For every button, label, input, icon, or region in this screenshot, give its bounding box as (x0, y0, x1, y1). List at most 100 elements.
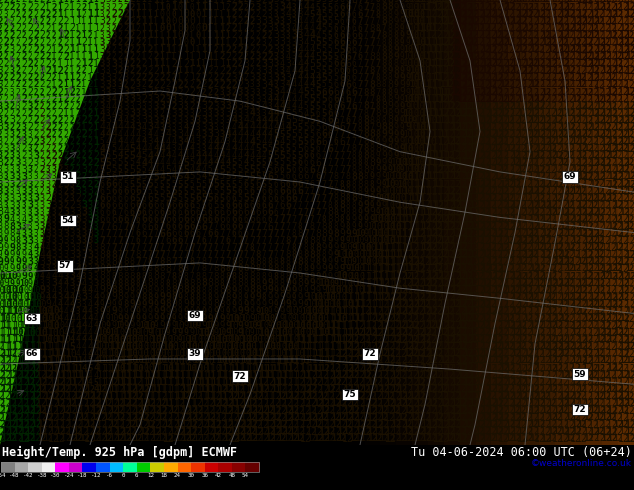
Text: 9: 9 (303, 279, 309, 288)
Text: 12: 12 (504, 384, 516, 394)
Text: 6: 6 (333, 66, 339, 75)
Text: 12: 12 (210, 420, 222, 430)
Text: 8: 8 (231, 257, 237, 267)
Text: 12: 12 (583, 434, 593, 443)
Text: 8: 8 (376, 74, 380, 82)
Text: 12: 12 (480, 293, 492, 302)
Text: 7: 7 (117, 236, 123, 245)
Text: 10: 10 (420, 108, 432, 118)
Text: 12: 12 (493, 151, 503, 160)
Text: 12: 12 (55, 399, 65, 408)
Text: 8: 8 (387, 2, 393, 12)
Text: 12: 12 (600, 264, 612, 274)
Text: 12: 12 (456, 16, 468, 26)
Text: 12: 12 (517, 321, 527, 330)
Text: 4: 4 (93, 356, 99, 366)
Text: 12: 12 (523, 172, 533, 181)
Text: 1: 1 (141, 0, 146, 4)
Text: 12: 12 (408, 370, 420, 380)
Text: 3: 3 (87, 228, 93, 239)
Text: 0: 0 (178, 2, 183, 12)
Text: 3: 3 (70, 222, 74, 231)
Text: 11: 11 (318, 349, 330, 359)
Text: 12: 12 (523, 314, 533, 323)
Text: 12: 12 (91, 413, 101, 422)
Text: 4: 4 (220, 158, 224, 167)
Text: 12: 12 (193, 406, 203, 415)
Text: 12: 12 (115, 385, 126, 394)
Text: 8: 8 (333, 194, 339, 203)
Text: 7: 7 (333, 144, 339, 153)
Text: 12: 12 (595, 328, 605, 337)
Text: 10: 10 (193, 349, 204, 358)
Text: 7: 7 (304, 208, 309, 217)
Text: 3: 3 (10, 88, 15, 97)
Text: 1: 1 (207, 51, 213, 62)
Text: 5: 5 (183, 194, 188, 203)
Text: 6: 6 (112, 172, 117, 181)
Text: 11: 11 (313, 357, 323, 366)
Text: 12: 12 (474, 250, 486, 260)
Text: 2: 2 (243, 38, 249, 47)
Text: 12: 12 (535, 151, 545, 160)
Text: 12: 12 (174, 399, 185, 408)
Text: 12: 12 (571, 88, 581, 97)
Text: 12: 12 (486, 320, 498, 331)
Text: 11: 11 (403, 265, 413, 273)
Text: 12: 12 (397, 314, 407, 323)
Text: 8: 8 (99, 264, 105, 274)
Text: 7: 7 (280, 236, 285, 245)
Text: 12: 12 (600, 74, 611, 82)
Text: 9: 9 (376, 208, 380, 217)
Text: 12: 12 (606, 285, 618, 295)
Text: 4: 4 (190, 151, 195, 160)
Text: 12: 12 (613, 66, 623, 75)
Text: 12: 12 (516, 278, 528, 288)
Text: 12: 12 (469, 17, 479, 26)
Text: 12: 12 (612, 158, 623, 167)
Text: 7: 7 (309, 193, 315, 203)
Text: 11: 11 (120, 349, 132, 359)
Text: 1: 1 (75, 45, 81, 54)
Text: 8: 8 (226, 279, 231, 288)
Text: 12: 12 (481, 101, 491, 111)
Text: 5: 5 (129, 172, 134, 181)
Text: 7: 7 (346, 144, 351, 153)
Text: 2: 2 (75, 74, 81, 82)
Text: 12: 12 (456, 144, 468, 154)
Text: 3: 3 (58, 250, 63, 259)
Text: 5: 5 (219, 187, 224, 196)
Text: 2: 2 (207, 101, 213, 111)
Text: 5: 5 (118, 166, 122, 174)
Text: 9: 9 (153, 286, 158, 294)
Text: 8: 8 (381, 2, 387, 12)
Text: 5: 5 (141, 166, 146, 174)
Text: 10: 10 (270, 335, 282, 345)
Text: 9: 9 (328, 243, 332, 252)
Text: 12: 12 (612, 370, 624, 380)
Text: 8: 8 (255, 257, 261, 267)
Text: 12: 12 (481, 201, 491, 210)
Text: 12: 12 (594, 2, 606, 12)
Text: 11: 11 (295, 343, 304, 351)
Text: 4: 4 (159, 137, 165, 146)
Text: 12: 12 (493, 370, 503, 380)
Text: 12: 12 (144, 413, 156, 422)
Text: 1: 1 (87, 37, 93, 48)
Text: 8: 8 (394, 31, 399, 40)
Text: 4: 4 (303, 52, 309, 61)
Text: 12: 12 (133, 413, 143, 422)
Text: 4: 4 (148, 130, 152, 139)
Text: 4: 4 (201, 158, 207, 168)
Text: 1: 1 (177, 0, 183, 5)
Text: 1: 1 (75, 52, 81, 61)
Text: 1: 1 (81, 0, 87, 4)
Text: 12: 12 (510, 172, 522, 182)
Text: 8: 8 (387, 115, 393, 125)
Text: 12: 12 (624, 271, 634, 281)
Text: 12: 12 (348, 377, 360, 387)
Text: 12: 12 (481, 158, 491, 167)
Text: 9: 9 (387, 66, 392, 75)
Text: 12: 12 (504, 137, 516, 147)
Text: 12: 12 (313, 420, 323, 429)
